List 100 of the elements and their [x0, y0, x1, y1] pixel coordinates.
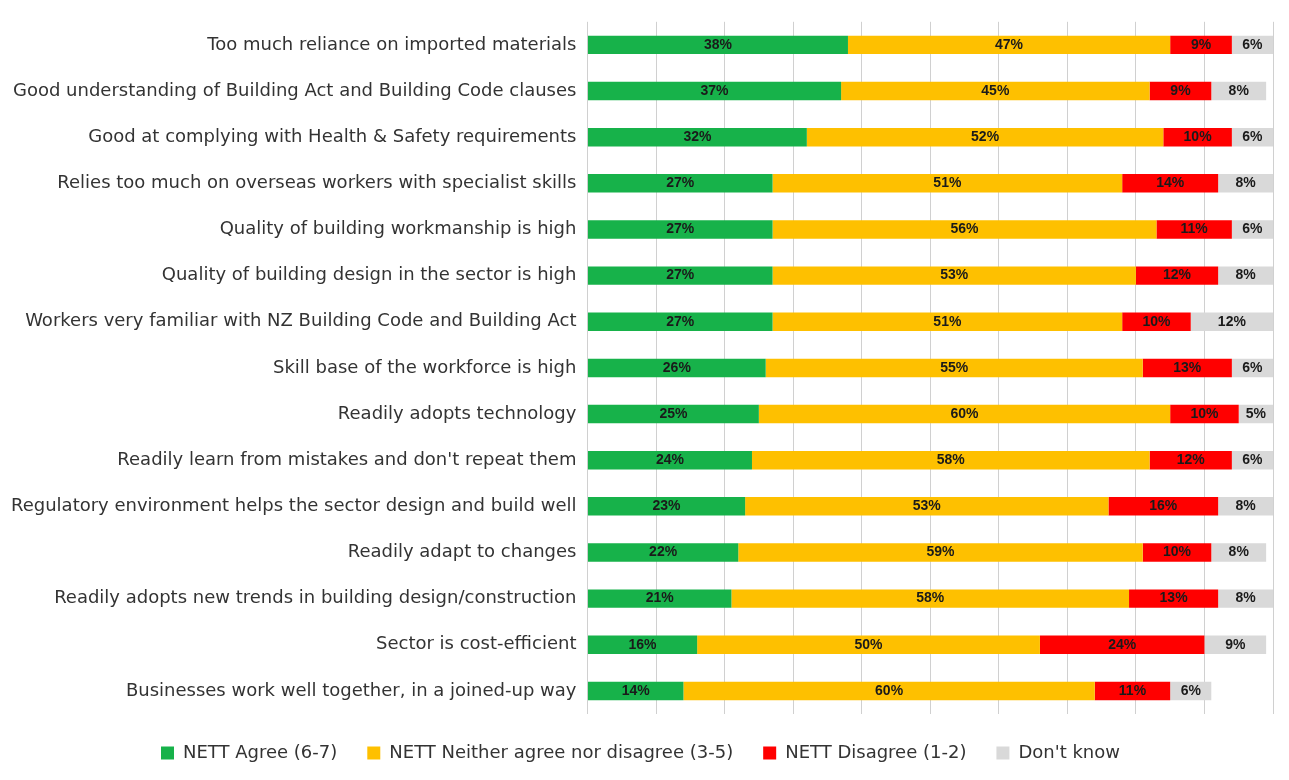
data-label: 52%	[971, 128, 1000, 145]
bar	[758, 404, 1171, 424]
y-tick-label: Skill base of the workforce is high	[272, 355, 577, 377]
data-label: 5%	[1245, 404, 1267, 421]
data-label: 47%	[995, 35, 1024, 52]
y-tick-label: Too much reliance on imported materials	[206, 32, 577, 54]
data-label: 11%	[1180, 220, 1209, 237]
bar	[731, 589, 1130, 608]
y-tick-label: Readily adopts new trends in building design/construction	[54, 586, 577, 608]
data-label: 16%	[628, 635, 658, 652]
y-tick-label: Quality of building design in the sector is high	[161, 263, 577, 285]
data-label: 60%	[875, 681, 904, 698]
data-label: 10%	[1163, 543, 1192, 560]
bar	[841, 81, 1150, 101]
data-label: 13%	[1173, 358, 1202, 375]
data-label: 32%	[683, 128, 712, 145]
bar	[1108, 497, 1219, 516]
y-tick-label: Good at complying with Health & Safety requirements	[88, 124, 577, 146]
data-label: 10%	[1183, 128, 1213, 145]
data-label: 6%	[1242, 220, 1264, 237]
legend-label: NETT Neither agree nor disagree (3-5)	[389, 740, 734, 762]
data-label: 45%	[981, 81, 1010, 98]
data-label: 8%	[1235, 589, 1257, 606]
bar	[1129, 589, 1219, 608]
bar	[587, 81, 842, 101]
data-label: 9%	[1170, 81, 1192, 98]
data-label: 27%	[666, 174, 695, 191]
data-label: 6%	[1242, 451, 1264, 468]
data-label: 60%	[950, 404, 980, 421]
bar	[587, 127, 807, 147]
bar	[587, 220, 773, 239]
bar	[1135, 266, 1219, 285]
data-label: 12%	[1217, 312, 1247, 329]
y-tick-label: Relies too much on overseas workers with specialist skills	[57, 170, 577, 192]
bar	[683, 681, 1095, 701]
data-label: 12%	[1163, 266, 1192, 283]
bar	[751, 450, 1150, 470]
data-label: 53%	[940, 266, 969, 283]
data-label: 27%	[666, 266, 695, 283]
data-label: 21%	[645, 589, 675, 606]
bar	[697, 635, 1040, 655]
data-label: 9%	[1225, 635, 1246, 652]
data-label: 27%	[666, 220, 695, 237]
data-label: 8%	[1235, 497, 1257, 514]
data-label: 10%	[1142, 312, 1172, 329]
data-label: 25%	[659, 404, 688, 421]
y-tick-label: Readily adapt to changes	[347, 540, 577, 562]
data-label: 8%	[1235, 174, 1257, 191]
bar	[772, 220, 1157, 239]
bar	[587, 450, 752, 470]
data-label: 9%	[1190, 35, 1212, 52]
bar	[738, 543, 1143, 562]
y-tick-label: Workers very familiar with NZ Building Code and Building Act	[25, 309, 577, 331]
bar	[587, 543, 739, 562]
bar	[1039, 635, 1205, 655]
bar	[587, 266, 773, 285]
data-label: 6%	[1180, 681, 1202, 698]
data-label: 6%	[1242, 35, 1264, 52]
bar	[1122, 174, 1219, 193]
data-label: 51%	[933, 312, 962, 329]
data-label: 8%	[1228, 543, 1250, 560]
y-tick-label: Businesses work well together, in a joined-up way	[125, 678, 577, 700]
data-label: 38%	[703, 35, 733, 52]
data-label: 14%	[621, 681, 651, 698]
bar	[847, 35, 1171, 55]
data-label: 22%	[649, 543, 678, 560]
data-label: 51%	[933, 174, 962, 191]
bar	[772, 174, 1123, 193]
bar	[587, 35, 848, 55]
bar	[765, 358, 1143, 378]
bar	[745, 497, 1109, 516]
data-label: 23%	[652, 497, 682, 514]
data-label: 58%	[936, 451, 966, 468]
bar	[587, 358, 766, 378]
legend-label: NETT Disagree (1-2)	[785, 740, 967, 762]
data-label: 27%	[666, 312, 695, 329]
bar	[806, 127, 1164, 147]
data-label: 53%	[912, 497, 942, 514]
bar	[1156, 220, 1232, 239]
bar	[587, 497, 746, 516]
data-label: 12%	[1176, 451, 1206, 468]
bar	[587, 589, 732, 608]
data-label: 55%	[940, 358, 969, 375]
y-tick-label: Regulatory environment helps the sector design and build well	[11, 494, 577, 516]
data-label: 11%	[1118, 681, 1147, 698]
bar	[772, 266, 1136, 285]
y-tick-label: Readily learn from mistakes and don't repeat them	[117, 447, 577, 469]
data-label: 8%	[1228, 81, 1250, 98]
data-label: 6%	[1242, 358, 1264, 375]
data-label: 8%	[1235, 266, 1257, 283]
y-tick-label: Quality of building workmanship is high	[219, 217, 577, 239]
data-label: 50%	[854, 635, 884, 652]
data-label: 59%	[926, 543, 956, 560]
data-label: 56%	[950, 220, 980, 237]
data-label: 37%	[700, 81, 730, 98]
data-label: 14%	[1156, 174, 1185, 191]
data-label: 24%	[1108, 635, 1137, 652]
bar	[587, 404, 759, 424]
data-label: 13%	[1159, 589, 1189, 606]
data-label: 26%	[662, 358, 692, 375]
